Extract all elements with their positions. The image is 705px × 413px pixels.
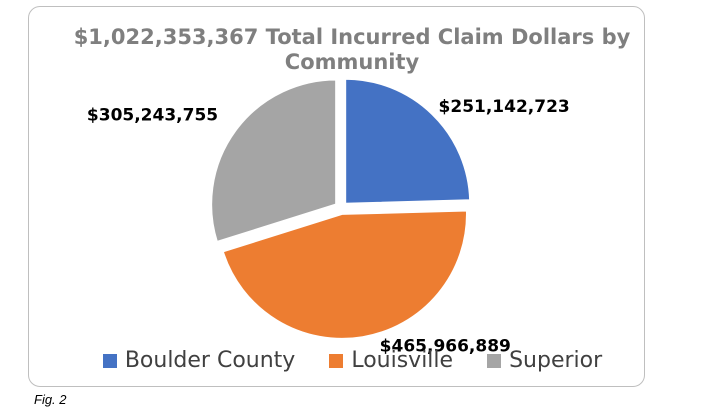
data-label-boulder-county: $251,142,723 [439, 97, 570, 117]
legend-swatch-superior [487, 353, 502, 368]
legend-label: Boulder County [124, 348, 296, 373]
pie-slice-superior [210, 78, 338, 244]
data-label-louisville: $465,966,889 [380, 336, 511, 356]
figure-caption: Fig. 2 [34, 392, 67, 407]
data-label-superior: $305,243,755 [87, 106, 218, 126]
legend-swatch-boulder-county [102, 353, 117, 368]
chart-legend: Boulder County Louisville Superior [0, 348, 705, 373]
chart-title: $1,022,353,367 Total Incurred Claim Doll… [74, 25, 631, 74]
legend-swatch-louisville [329, 353, 344, 368]
legend-item-superior: Superior [487, 348, 602, 373]
pie-slice-louisville [221, 209, 468, 340]
pie-slice-boulder-county [344, 77, 472, 205]
legend-item-louisville: Louisville [329, 348, 453, 373]
legend-item-boulder-county: Boulder County [102, 348, 296, 373]
legend-label: Superior [509, 348, 603, 373]
legend-label: Louisville [351, 348, 454, 373]
